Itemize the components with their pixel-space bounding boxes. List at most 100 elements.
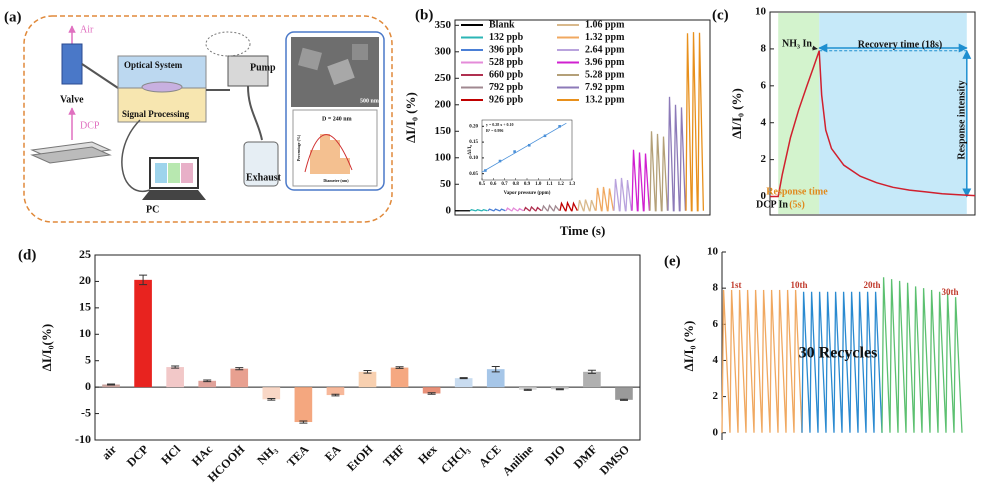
y-tick-label: 0.05 bbox=[469, 172, 478, 177]
annotation: 30th bbox=[941, 287, 958, 297]
legend-label: 792 ppb bbox=[489, 82, 524, 93]
y-tick-label: 8 bbox=[761, 42, 767, 54]
line bbox=[667, 96, 687, 212]
y-axis-title: ΔI/I₀ (%) bbox=[403, 92, 418, 143]
label: D = 240 nm bbox=[322, 116, 352, 122]
legend-label: 3.96 ppm bbox=[585, 57, 625, 68]
y-tick-label: 6 bbox=[713, 318, 719, 330]
x-tick-label: 0.6 bbox=[490, 182, 497, 187]
y-tick-label: 8 bbox=[713, 282, 719, 294]
y-tick-label: 5 bbox=[85, 352, 91, 366]
hist-bar bbox=[340, 158, 350, 174]
legend-label: 396 ppb bbox=[489, 44, 524, 55]
signal-box bbox=[117, 87, 207, 123]
x-tick-label: 0.9 bbox=[524, 182, 531, 187]
y-tick-label: 6 bbox=[761, 79, 767, 91]
hist-bar bbox=[310, 150, 320, 174]
x-tick-label: 1.0 bbox=[535, 182, 542, 187]
line bbox=[541, 204, 560, 212]
line bbox=[770, 50, 976, 198]
annotation: 1st bbox=[731, 280, 742, 290]
pc-keyboard bbox=[142, 190, 206, 200]
line bbox=[559, 200, 578, 212]
panel-label: (b) bbox=[415, 7, 433, 23]
hist-fit bbox=[304, 134, 353, 173]
panel-label: (e) bbox=[664, 253, 681, 269]
y-tick-label: 200 bbox=[435, 98, 452, 110]
legend-label: 132 ppb bbox=[489, 32, 524, 43]
x-axis-title: Time (s) bbox=[560, 223, 606, 238]
point bbox=[558, 125, 561, 128]
cable bbox=[121, 119, 151, 193]
point bbox=[484, 169, 487, 172]
schematic: (a) Air Valve DCP Optical System Signal … bbox=[4, 9, 393, 223]
crystal bbox=[298, 47, 322, 71]
zoom bbox=[205, 31, 251, 57]
y-tick-label: 15 bbox=[79, 300, 91, 314]
plot-frame bbox=[94, 254, 641, 441]
legend-label: 7.92 ppm bbox=[585, 82, 625, 93]
crystal bbox=[352, 44, 368, 60]
error-bar bbox=[203, 379, 212, 383]
bar bbox=[583, 371, 601, 388]
hist-bar bbox=[330, 140, 340, 174]
x-tick-label: 0.8 bbox=[513, 182, 520, 187]
bar bbox=[326, 387, 345, 396]
y-tick-label: 10 bbox=[755, 6, 767, 18]
y-tick-label: 0 bbox=[85, 379, 91, 393]
y-tick-label: 10 bbox=[707, 246, 719, 258]
y-tick-label: 2 bbox=[713, 390, 719, 402]
x-tick-label: CHCl₃ bbox=[438, 442, 472, 476]
error-bar bbox=[619, 398, 628, 401]
y-tick-label: 20 bbox=[79, 273, 91, 287]
y-tick-label: 0.20 bbox=[469, 124, 478, 129]
y-tick-label: 50 bbox=[440, 178, 452, 190]
annotation: Response intensity bbox=[956, 80, 967, 159]
line bbox=[613, 177, 633, 212]
y-tick-label: 0 bbox=[446, 204, 452, 216]
x-tick-label: EA bbox=[322, 442, 344, 464]
annotation: 20th bbox=[863, 280, 880, 290]
line bbox=[505, 207, 524, 212]
y-tick-label: 150 bbox=[435, 125, 452, 137]
label: Exhaust bbox=[246, 172, 282, 183]
error-bar bbox=[331, 393, 340, 397]
y-axis-title: ΔI/I₀(%) bbox=[39, 324, 54, 371]
error-bar bbox=[459, 377, 468, 380]
x-tick-label: air bbox=[99, 442, 120, 463]
legend-label: 926 ppb bbox=[489, 94, 524, 105]
bar bbox=[422, 387, 441, 394]
panel-label: (d) bbox=[18, 247, 36, 263]
error-bar bbox=[587, 369, 596, 374]
panel-label: (c) bbox=[712, 7, 729, 23]
x-tick-label: 1.2 bbox=[558, 182, 565, 187]
label: PC bbox=[146, 204, 159, 215]
error-bar bbox=[139, 274, 148, 286]
x-tick-label: 1.1 bbox=[546, 182, 553, 187]
error-bar bbox=[235, 367, 244, 371]
annotation: DCP In bbox=[756, 199, 788, 210]
hist-bar bbox=[320, 134, 330, 174]
bar bbox=[262, 387, 281, 400]
screen-pane bbox=[181, 163, 193, 183]
response-span bbox=[778, 13, 820, 214]
error-bar bbox=[171, 365, 180, 369]
annotation: 30 Recycles bbox=[799, 345, 878, 362]
error-bar bbox=[523, 388, 532, 391]
x-tick-label: DIO bbox=[542, 442, 568, 468]
point bbox=[527, 143, 531, 147]
y-tick-label: -10 bbox=[75, 432, 91, 446]
annotation: y = 0.28 x + 0.10 bbox=[486, 122, 514, 127]
line bbox=[685, 32, 705, 212]
line bbox=[487, 208, 506, 212]
screen-pane bbox=[168, 163, 180, 183]
legend-label: 1.06 ppm bbox=[585, 19, 625, 30]
x-tick-label: DCP bbox=[124, 442, 151, 469]
y-tick-label: 0 bbox=[713, 426, 719, 438]
line bbox=[801, 291, 883, 433]
label: Pump bbox=[250, 62, 276, 73]
crystal bbox=[327, 58, 355, 86]
screen-pane bbox=[155, 163, 167, 183]
point bbox=[513, 150, 516, 153]
